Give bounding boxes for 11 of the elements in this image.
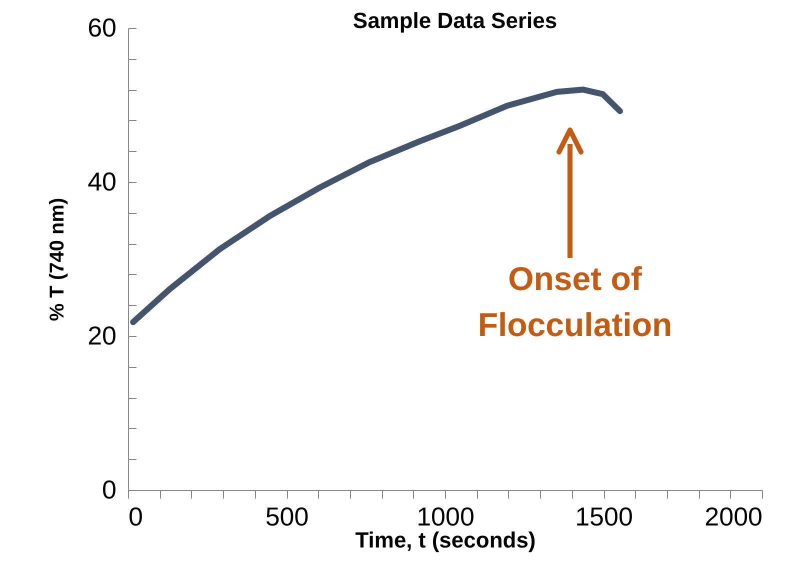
y-axis-title: % T (740 nm) (46, 198, 69, 322)
y-tick-label: 0 (102, 474, 116, 504)
y-tick-label: 40 (88, 166, 116, 196)
chart-title: Sample Data Series (352, 8, 558, 33)
x-tick-label: 2000 (704, 502, 762, 532)
x-tick-label: 1500 (575, 502, 633, 532)
x-tick-label: 0 (128, 502, 143, 532)
y-tick-label: 60 (88, 12, 116, 42)
x-tick-label: 500 (265, 502, 309, 532)
y-tick-label: 20 (88, 320, 116, 350)
annotation: Onset of Flocculation (478, 260, 672, 343)
